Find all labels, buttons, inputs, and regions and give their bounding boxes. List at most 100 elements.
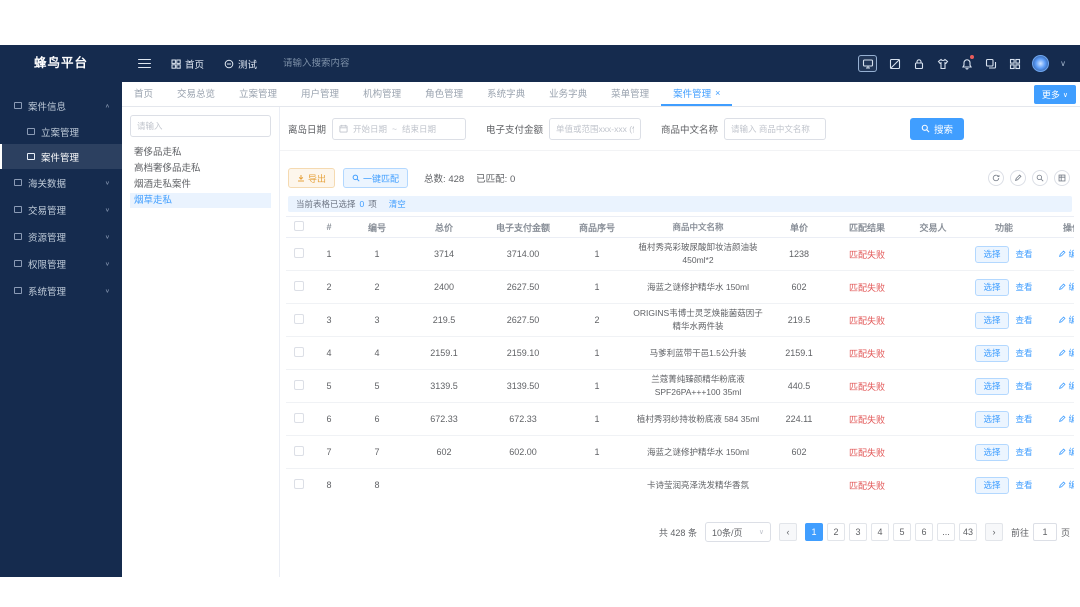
- search-icon[interactable]: [1032, 170, 1048, 186]
- page-number-button[interactable]: ...: [936, 523, 955, 541]
- case-type-item[interactable]: 烟酒走私案件: [134, 179, 192, 190]
- name-filter-input[interactable]: [724, 117, 827, 140]
- circle-minus-icon: [224, 59, 234, 68]
- row-view-link[interactable]: 查看: [1015, 282, 1033, 292]
- page-number-button[interactable]: 43: [958, 523, 977, 541]
- row-edit-link[interactable]: 编辑: [1058, 413, 1074, 425]
- row-view-link[interactable]: 查看: [1015, 414, 1033, 424]
- notification-bell-icon[interactable]: [960, 55, 975, 70]
- edit-pen-icon[interactable]: [1010, 170, 1026, 186]
- topbar-home-link[interactable]: 首页: [171, 57, 204, 71]
- export-button[interactable]: 导出: [288, 168, 336, 188]
- tabs-more-button[interactable]: 更多 ∨: [1033, 85, 1076, 104]
- prev-page-button[interactable]: ‹: [778, 523, 797, 541]
- sidebar-item-filing-mgmt[interactable]: 立案管理: [0, 119, 122, 144]
- amount-filter-input[interactable]: [549, 117, 642, 140]
- hamburger-menu-icon[interactable]: [138, 58, 151, 69]
- row-checkbox[interactable]: [294, 380, 304, 390]
- view-tab[interactable]: 机构管理: [351, 82, 413, 106]
- monitor-display-icon[interactable]: [858, 55, 878, 72]
- row-view-link[interactable]: 查看: [1015, 348, 1033, 358]
- sidebar-item-case-mgmt[interactable]: 案件管理: [0, 144, 122, 169]
- topbar-test-link[interactable]: 测试: [224, 57, 257, 71]
- selection-count: 0: [359, 199, 365, 209]
- page-number-button[interactable]: 4: [870, 523, 889, 541]
- case-type-item[interactable]: 烟草走私: [130, 193, 271, 208]
- row-edit-link[interactable]: 编辑: [1058, 314, 1074, 326]
- row-checkbox[interactable]: [294, 479, 304, 489]
- sidebar-item-customs-data[interactable]: 海关数据 ∨: [0, 169, 122, 196]
- row-select-button[interactable]: 选择: [975, 410, 1009, 428]
- case-type-item[interactable]: 奢侈品走私: [134, 147, 182, 158]
- theme-shirt-icon[interactable]: [936, 57, 949, 70]
- refresh-icon[interactable]: [988, 170, 1004, 186]
- sidebar-item-case-info[interactable]: 案件信息 ∧: [0, 92, 122, 119]
- layers-copy-icon[interactable]: [984, 57, 997, 70]
- row-checkbox[interactable]: [294, 446, 304, 456]
- view-tab[interactable]: 系统字典: [475, 82, 537, 106]
- row-view-link[interactable]: 查看: [1015, 315, 1033, 325]
- row-edit-link[interactable]: 编辑: [1058, 380, 1074, 392]
- row-select-button[interactable]: 选择: [975, 344, 1009, 362]
- view-tab[interactable]: 交易总览: [165, 82, 227, 106]
- tab-close-icon[interactable]: ×: [715, 87, 721, 98]
- row-select-button[interactable]: 选择: [975, 476, 1009, 494]
- page-number-button[interactable]: 5: [892, 523, 911, 541]
- row-edit-link[interactable]: 编辑: [1058, 281, 1074, 293]
- row-select-button[interactable]: 选择: [975, 311, 1009, 329]
- row-checkbox[interactable]: [294, 347, 304, 357]
- sidebar-item-system-mgmt[interactable]: 系统管理 ∨: [0, 277, 122, 304]
- column-settings-icon[interactable]: [1054, 170, 1070, 186]
- view-tab[interactable]: 案件管理 ×: [661, 82, 733, 106]
- row-view-link[interactable]: 查看: [1015, 480, 1033, 490]
- row-view-link[interactable]: 查看: [1015, 447, 1033, 457]
- case-type-search-input[interactable]: [130, 115, 271, 137]
- row-view-link[interactable]: 查看: [1015, 381, 1033, 391]
- selection-info-bar: 当前表格已选择 0 项 清空: [288, 196, 1072, 212]
- goto-page-input[interactable]: [1032, 523, 1057, 541]
- page-number-button[interactable]: 2: [826, 523, 845, 541]
- view-tab[interactable]: 角色管理: [413, 82, 475, 106]
- date-range-picker[interactable]: 开始日期 ~ 结束日期: [332, 117, 467, 140]
- row-select-button[interactable]: 选择: [975, 245, 1009, 263]
- chevron-down-icon[interactable]: ∨: [1060, 59, 1066, 68]
- global-search-input[interactable]: [283, 58, 444, 69]
- next-page-button[interactable]: ›: [984, 523, 1003, 541]
- page-number-button[interactable]: 3: [848, 523, 867, 541]
- row-checkbox[interactable]: [294, 314, 304, 324]
- screenshot-icon[interactable]: [888, 57, 901, 70]
- user-avatar[interactable]: [1032, 55, 1050, 72]
- case-type-item[interactable]: 高档奢侈品走私: [134, 163, 201, 174]
- table-body: 1 1 3714 3714.00 1 植村秀亮彩玻尿酸卸妆洁颜油装 450ml*…: [286, 238, 1074, 494]
- view-tab[interactable]: 立案管理: [227, 82, 289, 106]
- page-size-select[interactable]: 10条/页 ∨: [704, 522, 771, 542]
- select-all-checkbox[interactable]: [294, 221, 304, 231]
- sidebar-item-resource-mgmt[interactable]: 资源管理 ∨: [0, 223, 122, 250]
- lock-icon[interactable]: [912, 57, 925, 70]
- apps-grid-icon[interactable]: [1008, 57, 1021, 70]
- row-select-button[interactable]: 选择: [975, 377, 1009, 395]
- row-edit-link[interactable]: 编辑: [1058, 479, 1074, 491]
- row-select-button[interactable]: 选择: [975, 278, 1009, 296]
- row-edit-link[interactable]: 编辑: [1058, 347, 1074, 359]
- page-number-button[interactable]: 1: [804, 523, 823, 541]
- row-view-link[interactable]: 查看: [1015, 249, 1033, 259]
- view-tab[interactable]: 菜单管理: [599, 82, 661, 106]
- page-number-button[interactable]: 6: [914, 523, 933, 541]
- row-edit-label: 编辑: [1068, 414, 1074, 424]
- one-click-match-button[interactable]: 一键匹配: [343, 168, 409, 188]
- view-tab[interactable]: 用户管理: [289, 82, 351, 106]
- row-checkbox[interactable]: [294, 248, 304, 258]
- sidebar-item-permission-mgmt[interactable]: 权限管理 ∨: [0, 250, 122, 277]
- edit-pen-icon: [1059, 481, 1067, 489]
- view-tab[interactable]: 首页: [122, 82, 165, 106]
- row-checkbox[interactable]: [294, 281, 304, 291]
- row-edit-link[interactable]: 编辑: [1058, 446, 1074, 458]
- sidebar-item-trade-mgmt[interactable]: 交易管理 ∨: [0, 196, 122, 223]
- row-select-button[interactable]: 选择: [975, 443, 1009, 461]
- search-button[interactable]: 搜索: [909, 117, 964, 140]
- row-edit-link[interactable]: 编辑: [1058, 248, 1074, 260]
- row-checkbox[interactable]: [294, 413, 304, 423]
- view-tab[interactable]: 业务字典: [537, 82, 599, 106]
- selection-clear-link[interactable]: 清空: [388, 199, 406, 209]
